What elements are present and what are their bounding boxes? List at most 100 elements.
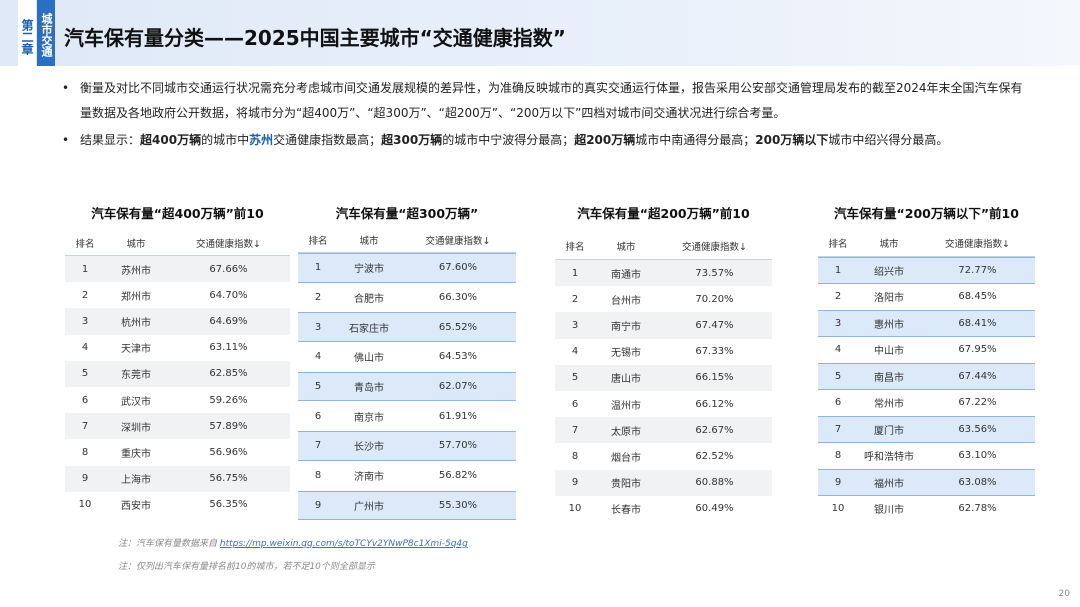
cell: 合肥市 bbox=[354, 294, 384, 306]
table: 排名 城市 交通健康指数↓ 1 苏州市 67.66% 2 郑州市 64.70% 3 杭州市 64.69… bbox=[65, 230, 290, 518]
header-band bbox=[0, 0, 1080, 66]
cell: 2 bbox=[571, 293, 579, 305]
table-row: 9 福州市 63.08% bbox=[818, 469, 1035, 496]
header-row: 排名 城市 交通健康指数↓ bbox=[818, 230, 1035, 257]
bullet: 结果显示：超400万辆的城市中苏州交通健康指数最高；超300万辆的城市中宁波得分… bbox=[62, 128, 1032, 153]
text: 的城市中 bbox=[201, 133, 250, 147]
bold-text: 200万辆以下 bbox=[755, 133, 829, 147]
cell: 61.91% bbox=[438, 410, 478, 422]
text: 结果显示： bbox=[80, 133, 141, 147]
header-row: 排名 城市 交通健康指数↓ bbox=[298, 228, 516, 253]
table-row: 5 东莞市 62.85% bbox=[65, 360, 290, 387]
cell: 7 bbox=[81, 420, 89, 432]
cell: 南宁市 bbox=[611, 321, 641, 333]
cell: 南昌市 bbox=[874, 372, 904, 384]
table-row: 1 南通市 73.57% bbox=[555, 260, 772, 287]
cell: 3 bbox=[314, 321, 322, 333]
cell: 厦门市 bbox=[874, 425, 904, 437]
cell: 洛阳市 bbox=[874, 293, 904, 305]
header-row: 排名 城市 交通健康指数↓ bbox=[65, 230, 290, 256]
cell: 60.88% bbox=[695, 477, 734, 489]
table-title: 汽车保有量“超200万辆”前10 bbox=[577, 206, 750, 221]
table: 排名 城市 交通健康指数↓ 1 南通市 73.57% 2 台州市 70.20% 3 南宁市 67.47… bbox=[555, 233, 772, 522]
table-row: 8 重庆市 56.96% bbox=[65, 439, 290, 465]
cell: 佛山市 bbox=[354, 353, 384, 365]
cell: 1 bbox=[834, 264, 842, 276]
table-row: 4 中山市 67.95% bbox=[818, 337, 1035, 364]
cell: 银川市 bbox=[874, 505, 904, 517]
table-row: 5 唐山市 66.15% bbox=[555, 364, 772, 391]
cell: 62.07% bbox=[438, 381, 478, 393]
text: 城市中绍兴得分最高。 bbox=[828, 133, 949, 147]
cell: 上海市 bbox=[121, 475, 151, 487]
cell: 67.33% bbox=[695, 346, 734, 358]
cell: 3 bbox=[834, 317, 842, 329]
cell: 56.82% bbox=[438, 470, 478, 482]
footnote: 注：汽车保有量数据来自 https://mp.weixin.qq.com/s/t… bbox=[118, 536, 468, 549]
cell: 9 bbox=[314, 499, 322, 511]
cell: 8 bbox=[81, 446, 89, 458]
table-row: 7 长沙市 57.70% bbox=[298, 431, 516, 461]
cell: 67.95% bbox=[958, 344, 997, 356]
text: 交通健康指数最高； bbox=[273, 133, 382, 147]
cell: 63.08% bbox=[958, 476, 997, 488]
slide-title: 汽车保有量分类——2025中国主要城市“交通健康指数” bbox=[64, 26, 566, 50]
cell: 石家庄市 bbox=[349, 323, 389, 335]
cell: 9 bbox=[834, 476, 842, 488]
cell: 62.78% bbox=[958, 503, 997, 515]
table-row: 9 广州市 55.30% bbox=[298, 490, 516, 521]
cell: 贵阳市 bbox=[611, 479, 641, 491]
cell: 3 bbox=[81, 315, 89, 327]
cell: 宁波市 bbox=[354, 264, 384, 276]
cell: 烟台市 bbox=[611, 452, 641, 464]
cell: 66.12% bbox=[695, 398, 734, 410]
cell: 2 bbox=[834, 291, 842, 303]
table-row: 1 宁波市 67.60% bbox=[298, 253, 516, 283]
cell: 温州市 bbox=[611, 400, 641, 412]
text: 的城市中宁波得分最高； bbox=[442, 133, 575, 147]
cell: 无锡市 bbox=[611, 348, 641, 360]
cell: 57.89% bbox=[209, 420, 248, 432]
cell: 广州市 bbox=[354, 501, 384, 513]
cell: 10 bbox=[831, 503, 845, 515]
table-row: 3 惠州市 68.41% bbox=[818, 310, 1035, 337]
cell: 59.26% bbox=[209, 394, 248, 406]
column-header: 城市 bbox=[359, 236, 379, 247]
table-row: 7 深圳市 57.89% bbox=[65, 413, 290, 440]
cell: 56.75% bbox=[209, 473, 248, 485]
cell: 65.52% bbox=[438, 321, 478, 333]
column-header: 交通健康指数↓ bbox=[425, 236, 491, 247]
cell: 3 bbox=[571, 319, 579, 331]
table-row: 6 温州市 66.12% bbox=[555, 391, 772, 417]
cell: 66.30% bbox=[438, 292, 478, 304]
cell: 5 bbox=[571, 372, 579, 384]
cell: 10 bbox=[568, 503, 582, 515]
cell: 68.41% bbox=[958, 317, 997, 329]
cell: 62.85% bbox=[209, 368, 248, 380]
table-row: 10 长春市 60.49% bbox=[555, 496, 772, 522]
source-link[interactable]: https://mp.weixin.qq.com/s/toTCYv2YNwP8c… bbox=[219, 539, 468, 549]
column-header: 交通健康指数↓ bbox=[682, 242, 747, 253]
cell: 南通市 bbox=[611, 269, 641, 281]
page-number: 20 bbox=[1058, 589, 1070, 599]
cell: 1 bbox=[81, 263, 89, 275]
table-row: 1 绍兴市 72.77% bbox=[818, 257, 1035, 284]
column-header: 排名 bbox=[828, 239, 848, 250]
column-header: 交通健康指数↓ bbox=[196, 238, 261, 250]
cell: 中山市 bbox=[874, 346, 904, 358]
bold-text: 超400万辆 bbox=[140, 133, 202, 147]
cell: 天津市 bbox=[121, 344, 151, 356]
cell: 63.56% bbox=[958, 423, 997, 435]
bullet-text: 结果显示：超400万辆的城市中苏州交通健康指数最高；超300万辆的城市中宁波得分… bbox=[80, 128, 1032, 153]
cell: 绍兴市 bbox=[874, 266, 904, 278]
table-row: 1 苏州市 67.66% bbox=[65, 256, 290, 283]
note-text: 注：汽车保有量数据来自 bbox=[118, 539, 220, 549]
text: 城市中南通得分最高； bbox=[635, 133, 756, 147]
table-row: 2 洛阳市 68.45% bbox=[818, 284, 1035, 311]
bold-text: 超200万辆 bbox=[574, 133, 636, 147]
cell: 70.20% bbox=[695, 293, 734, 305]
table: 排名 城市 交通健康指数↓ 1 宁波市 67.60% 2 合肥市 66.30% 3 石家庄市 65.5… bbox=[298, 228, 516, 521]
cell: 9 bbox=[571, 477, 579, 489]
table-row: 6 常州市 67.22% bbox=[818, 390, 1035, 417]
